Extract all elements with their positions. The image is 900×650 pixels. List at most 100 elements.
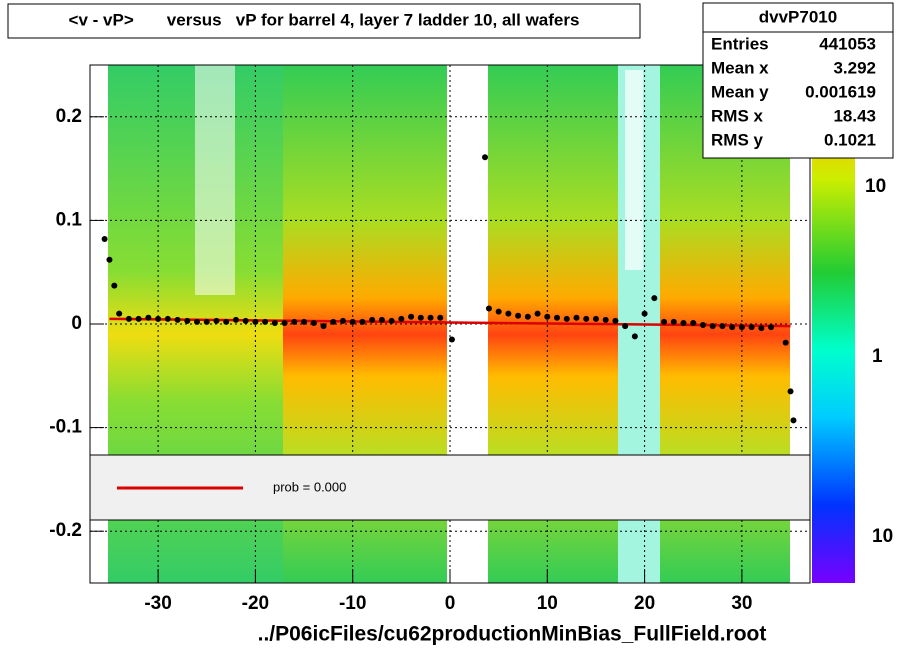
point	[544, 313, 551, 320]
point	[223, 318, 230, 325]
point	[631, 333, 638, 340]
point	[602, 316, 609, 323]
point	[768, 324, 775, 331]
y-tick-label: -0.2	[49, 520, 82, 541]
point	[612, 317, 619, 324]
point	[359, 318, 366, 325]
point	[515, 312, 522, 319]
point	[641, 310, 648, 317]
point	[388, 317, 395, 324]
point	[437, 314, 444, 321]
stat-label: Mean y	[711, 82, 769, 101]
density-gap	[195, 65, 235, 295]
point	[524, 313, 531, 320]
point	[155, 315, 162, 322]
point	[787, 388, 794, 395]
stat-label: RMS y	[711, 130, 764, 149]
stat-label: RMS x	[711, 106, 764, 125]
point	[748, 324, 755, 331]
point	[709, 323, 716, 330]
marks	[101, 154, 797, 424]
x-tick-label: 30	[731, 593, 752, 614]
point	[135, 315, 142, 322]
point	[690, 319, 697, 326]
point	[378, 316, 385, 323]
point	[310, 319, 317, 326]
stat-label: Mean x	[711, 58, 769, 77]
point	[563, 315, 570, 322]
y-tick-label: 0.2	[56, 106, 82, 127]
stat-value: 3.292	[833, 58, 876, 77]
point	[661, 318, 668, 325]
point	[145, 314, 152, 321]
point	[271, 319, 278, 326]
density-gap	[625, 70, 643, 270]
point	[232, 316, 239, 323]
point	[106, 256, 113, 263]
point	[369, 316, 376, 323]
y-tick-label: 0.1	[56, 209, 83, 230]
point	[482, 154, 489, 161]
x-axis-label: ../P06icFiles/cu62productionMinBias_Full…	[258, 623, 767, 646]
point	[101, 236, 108, 243]
point	[262, 318, 269, 325]
point	[291, 318, 298, 325]
x-tick-label: -10	[339, 593, 366, 614]
point	[330, 318, 337, 325]
stat-value: 0.001619	[805, 82, 876, 101]
y-tick-label: -0.1	[49, 417, 82, 438]
point	[281, 319, 288, 326]
legend-text: prob = 0.000	[273, 479, 346, 494]
point	[111, 282, 118, 289]
point	[349, 318, 356, 325]
point	[252, 318, 259, 325]
point	[339, 317, 346, 324]
point	[790, 417, 797, 424]
point	[729, 324, 736, 331]
point	[592, 315, 599, 322]
point	[782, 339, 789, 346]
point	[554, 314, 561, 321]
point	[448, 336, 455, 343]
point	[125, 315, 132, 322]
x-tick-label: 20	[634, 593, 655, 614]
point	[495, 308, 502, 315]
point	[583, 315, 590, 322]
point	[427, 314, 434, 321]
point	[184, 317, 191, 324]
stat-label: Entries	[711, 34, 769, 53]
z-label: 10	[872, 526, 893, 547]
chart-title: <v - vP> versus vP for barrel 4, layer 7…	[69, 10, 580, 29]
stat-value: 441053	[819, 34, 876, 53]
point	[301, 318, 308, 325]
point	[651, 295, 658, 302]
point	[408, 313, 415, 320]
stats-box: dvvP7010 Entries 441053 Mean x 3.292 Mean y 0…	[702, 2, 894, 159]
x-tick-label: -20	[242, 593, 269, 614]
point	[116, 310, 123, 317]
x-tick-label: 10	[537, 593, 558, 614]
point	[164, 315, 171, 322]
point	[699, 322, 706, 329]
title-box	[7, 3, 641, 39]
point	[622, 323, 629, 330]
point	[194, 318, 201, 325]
point	[203, 318, 210, 325]
point	[758, 325, 765, 332]
stat-value: 0.1021	[824, 130, 876, 149]
z-label: 10	[865, 176, 886, 197]
stat-value: 18.43	[833, 106, 876, 125]
point	[213, 317, 220, 324]
legend: prob = 0.000	[89, 454, 811, 521]
x-tick-label: -30	[144, 593, 171, 614]
point	[680, 319, 687, 326]
point	[417, 314, 424, 321]
point	[738, 324, 745, 331]
point	[174, 316, 181, 323]
y-tick-label: 0	[71, 313, 82, 334]
point	[505, 310, 512, 317]
x-tick-label: 0	[445, 593, 456, 614]
point	[398, 315, 405, 322]
